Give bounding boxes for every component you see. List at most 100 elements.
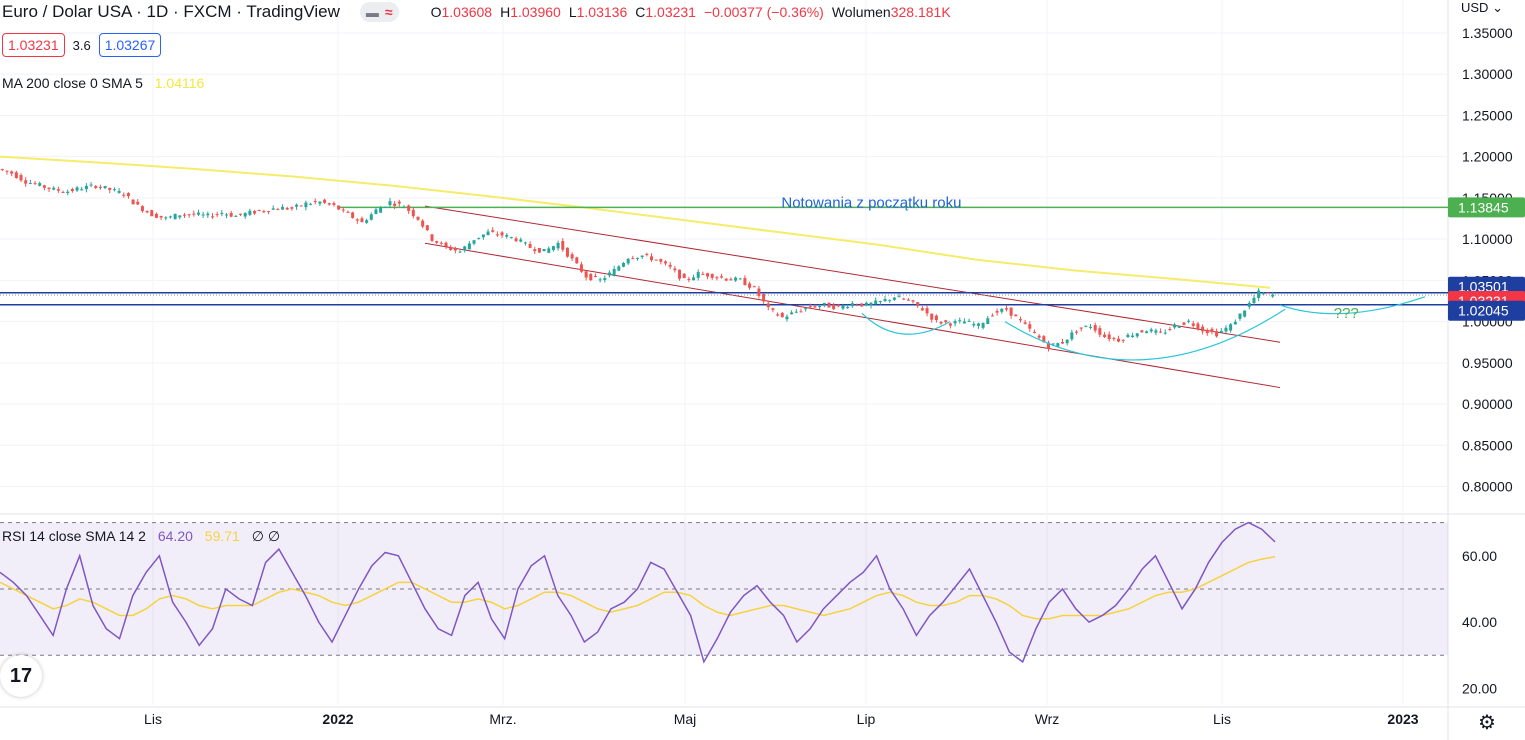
ohlc-key: C — [635, 4, 646, 20]
candle-body — [1233, 321, 1237, 325]
candle-body — [603, 278, 607, 281]
ohlc-key: Wolumen — [831, 4, 891, 20]
candle-body — [897, 296, 901, 298]
candle-body — [14, 172, 18, 179]
candle-body — [790, 312, 794, 315]
candle-body — [425, 225, 429, 231]
candle-body — [1177, 326, 1181, 328]
candle-body — [346, 211, 350, 213]
candle-body — [883, 299, 887, 301]
candle-body — [846, 307, 850, 309]
candle-body — [990, 315, 994, 317]
candle-body — [1075, 331, 1079, 333]
candle-body — [958, 320, 962, 322]
candle-body — [192, 213, 196, 215]
price-label-box — [1448, 197, 1525, 218]
candle-body — [402, 207, 406, 209]
pattern-arc-main — [1004, 308, 1286, 361]
candle-body — [108, 187, 112, 190]
chevron-down-icon: ⌄ — [1492, 0, 1503, 15]
candle-body — [388, 201, 392, 206]
candle-body — [832, 304, 836, 310]
buy-price-button[interactable]: 1.03267 — [98, 33, 162, 57]
candle-body — [505, 234, 509, 237]
candle-body — [1037, 335, 1041, 338]
candle-body — [972, 323, 976, 326]
candle-body — [206, 213, 210, 216]
candle-body — [678, 269, 682, 279]
candle-body — [70, 189, 74, 192]
time-axis-label: Lip — [857, 711, 876, 727]
candle-body — [439, 242, 443, 244]
candle-body — [486, 231, 490, 236]
candle-body — [556, 242, 560, 249]
price-label-box — [1448, 300, 1525, 321]
candle-body — [173, 213, 177, 220]
price-axis-label: 1.10000 — [1462, 231, 1513, 247]
candle-body — [131, 199, 135, 205]
channel-upper-line — [424, 205, 1281, 343]
candle-body — [626, 258, 630, 264]
candle-body — [902, 298, 906, 300]
candle-body — [178, 215, 182, 218]
candle-body — [397, 201, 401, 204]
candle-body — [1103, 334, 1107, 338]
candle-body — [42, 185, 46, 188]
candle-body — [822, 302, 826, 305]
candle-body — [748, 283, 752, 288]
candle-body — [150, 210, 154, 217]
indicator-visibility-toggle[interactable]: ▬ ≈ — [359, 2, 399, 22]
candle-body — [668, 264, 672, 267]
logo-text: 17 — [9, 664, 33, 687]
candle-body — [472, 240, 476, 244]
currency-selector[interactable]: USD ⌄ — [1461, 0, 1503, 16]
currency-label: USD — [1461, 0, 1489, 15]
ma-legend[interactable]: MA 200 close 0 SMA 5 1.04116 — [2, 75, 204, 91]
candle-body — [612, 269, 616, 277]
candle-body — [1046, 342, 1050, 349]
annotation-question: ??? — [1334, 305, 1359, 322]
candle-body — [589, 274, 593, 281]
price-axis-label: 1.20000 — [1462, 149, 1513, 165]
rsi-extra-values: ∅ ∅ — [251, 528, 281, 544]
candle-body — [122, 194, 126, 196]
sell-price-button[interactable]: 1.03231 — [2, 33, 65, 57]
time-axis-label: 2023 — [1387, 711, 1418, 727]
candle-body — [19, 175, 23, 181]
candle-body — [444, 242, 448, 247]
candle-body — [1182, 322, 1186, 325]
tradingview-logo[interactable]: 17 — [0, 655, 42, 697]
gear-icon[interactable]: ⚙ — [1478, 712, 1496, 734]
candle-body — [1229, 324, 1233, 331]
candle-body — [1032, 331, 1036, 333]
candle-body — [743, 278, 747, 286]
candle-body — [140, 206, 144, 212]
candle-body — [1000, 308, 1004, 312]
candle-body — [682, 273, 686, 278]
ma200-line — [0, 155, 1271, 289]
rsi-axis-label: 40.00 — [1462, 614, 1497, 630]
candle-body — [939, 321, 943, 324]
channel-lower-line — [424, 242, 1281, 389]
candle-body — [1224, 327, 1228, 332]
candle-body — [1140, 330, 1144, 333]
candle-body — [453, 248, 457, 251]
wave-icon: ≈ — [384, 4, 393, 20]
candle-body — [1196, 323, 1200, 330]
candle-body — [234, 215, 238, 217]
rsi-legend[interactable]: RSI 14 close SMA 14 2 64.20 59.71 ∅ ∅ — [2, 528, 280, 545]
candle-body — [724, 278, 728, 281]
candle-body — [243, 213, 247, 217]
ohlc-value: 1.03136 — [576, 4, 628, 20]
candle-body — [636, 257, 639, 259]
candle-body — [154, 213, 158, 218]
candle-body — [187, 214, 191, 216]
candle-body — [458, 251, 462, 253]
symbol-title[interactable]: Euro / Dolar USA · 1D · FXCM · TradingVi… — [2, 2, 340, 21]
candle-body — [304, 202, 308, 208]
ohlc-value: 1.03960 — [510, 4, 561, 20]
candle-body — [103, 186, 107, 189]
candle-body — [855, 304, 859, 306]
candle-body — [24, 180, 28, 184]
